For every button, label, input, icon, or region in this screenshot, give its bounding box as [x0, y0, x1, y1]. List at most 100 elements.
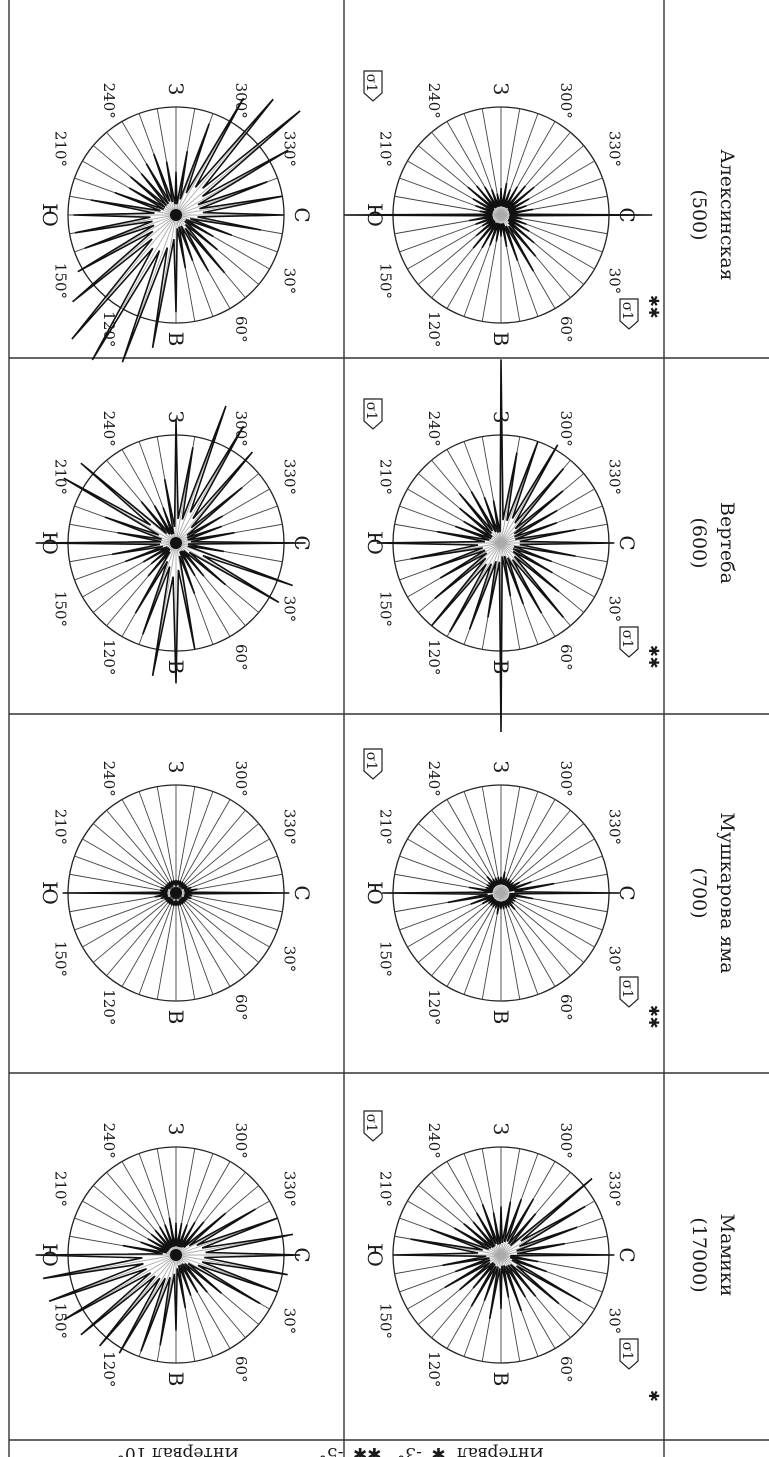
degree-label: 300°	[557, 761, 575, 797]
degree-label: 150°	[52, 1303, 70, 1339]
rose-diagram-0: С В Ю З 30° 60° 120° 150° 210° 240° 300° 330° σ1 σ1	[363, 748, 639, 1025]
rose-spoke	[446, 799, 502, 894]
degree-label: 30°	[605, 596, 623, 623]
rose-spoke	[500, 799, 556, 894]
degree-label: 150°	[377, 263, 395, 299]
rose-petals	[344, 182, 653, 272]
rose-spoke	[500, 892, 521, 1000]
direction-west: З	[489, 83, 513, 95]
site-depth: (600)	[688, 517, 710, 568]
rose-spoke	[175, 799, 231, 894]
rose-spoke	[500, 892, 595, 948]
sigma-marker: σ1	[363, 398, 383, 430]
interval-double-star: ✱✱	[353, 1443, 382, 1457]
degree-label: 330°	[280, 131, 298, 167]
degree-label: 60°	[232, 316, 250, 343]
svg-text:σ1: σ1	[363, 402, 379, 420]
degree-label: 120°	[100, 1351, 118, 1387]
sigma-marker: σ1	[363, 1110, 383, 1142]
table-grid	[8, 0, 769, 1457]
degree-label: 30°	[280, 946, 298, 973]
marker-col-2: ✱✱	[645, 295, 661, 318]
direction-west: З	[164, 411, 188, 423]
degree-label: 240°	[100, 83, 118, 119]
rose-spoke	[175, 809, 246, 894]
marker-col-3: ✱	[645, 1390, 661, 1402]
rose-spoke	[175, 838, 270, 894]
rose-spoke	[175, 892, 283, 913]
rose-spoke	[399, 855, 502, 894]
svg-text:σ1: σ1	[363, 74, 379, 92]
rose-spoke	[417, 823, 502, 894]
degree-label: 210°	[377, 459, 395, 495]
degree-label: 210°	[52, 459, 70, 495]
interval-prefix: Интервал	[457, 1443, 544, 1457]
rose-spoke	[417, 892, 502, 963]
degree-label: 330°	[280, 809, 298, 845]
rose-spoke	[121, 892, 177, 987]
degree-label: 30°	[605, 268, 623, 295]
interval-star: ✱	[431, 1443, 445, 1457]
degree-label: 300°	[557, 411, 575, 447]
direction-north: С	[290, 207, 314, 222]
rose-diagram-1: С В Ю З 30° 60° 120° 150° 210° 240° 300° 330°	[35, 1123, 314, 1387]
degree-label: 300°	[557, 1123, 575, 1159]
rose-diagram-0: С В Ю З 30° 60° 120° 150° 210° 240° 300° 330° σ1 σ1	[363, 359, 639, 733]
degree-label: 210°	[377, 131, 395, 167]
degree-label: 120°	[425, 989, 443, 1025]
degree-label: 120°	[425, 1351, 443, 1387]
degree-label: 30°	[605, 1308, 623, 1335]
degree-label: 150°	[377, 591, 395, 627]
rose-center-dot	[170, 1249, 182, 1261]
interval-mid: -3°	[397, 1443, 422, 1457]
direction-east: В	[489, 1372, 513, 1387]
svg-text:σ1: σ1	[619, 1342, 635, 1360]
degree-label: 60°	[232, 994, 250, 1021]
rose-petals	[376, 359, 615, 733]
direction-south: Ю	[38, 881, 62, 905]
sigma-marker: σ1	[619, 976, 639, 1008]
rose-diagram-0: С В Ю З 30° 60° 120° 150° 210° 240° 300° 330° σ1 σ1	[344, 70, 653, 347]
rose-spoke	[463, 791, 502, 894]
degree-label: 60°	[557, 316, 575, 343]
rose-spoke	[74, 855, 177, 894]
rose-spoke	[92, 823, 177, 894]
rose-spoke	[156, 786, 177, 894]
direction-south: Ю	[363, 1243, 387, 1267]
rose-spoke	[138, 791, 177, 894]
marker-col-1: ✱✱	[645, 645, 661, 668]
rose-spoke	[175, 786, 196, 894]
degree-label: 150°	[52, 941, 70, 977]
degree-label: 60°	[232, 1356, 250, 1383]
rose-spoke	[175, 791, 214, 894]
rose-spoke	[106, 809, 177, 894]
degree-label: 30°	[280, 268, 298, 295]
row-label-bottom: Интервал 10°	[116, 1443, 239, 1457]
direction-north: С	[290, 885, 314, 900]
direction-west: З	[164, 83, 188, 95]
rose-spoke	[500, 791, 539, 894]
interval-end: -5°	[318, 1443, 343, 1457]
direction-north: С	[290, 535, 314, 550]
direction-west: З	[164, 1123, 188, 1135]
site-title: Вертеба	[716, 502, 738, 584]
degree-label: 120°	[100, 639, 118, 675]
rose-spoke	[156, 892, 177, 1000]
svg-text:σ1: σ1	[619, 630, 635, 648]
col-header-2: Мушкарова яма (700)	[688, 812, 738, 973]
rose-spoke	[175, 823, 260, 894]
direction-north: С	[615, 535, 639, 550]
rose-spoke	[431, 892, 502, 977]
degree-label: 210°	[52, 809, 70, 845]
degree-label: 300°	[232, 761, 250, 797]
degree-label: 330°	[605, 1171, 623, 1207]
degree-label: 30°	[280, 596, 298, 623]
rose-spoke	[500, 892, 585, 963]
rose-spoke	[500, 809, 571, 894]
rose-diagram-0: С В Ю З 30° 60° 120° 150° 210° 240° 300° 330° σ1 σ1	[363, 1110, 639, 1387]
rose-petals	[71, 97, 301, 363]
rose-spoke	[82, 838, 177, 894]
direction-east: В	[164, 332, 188, 347]
direction-south: Ю	[363, 881, 387, 905]
